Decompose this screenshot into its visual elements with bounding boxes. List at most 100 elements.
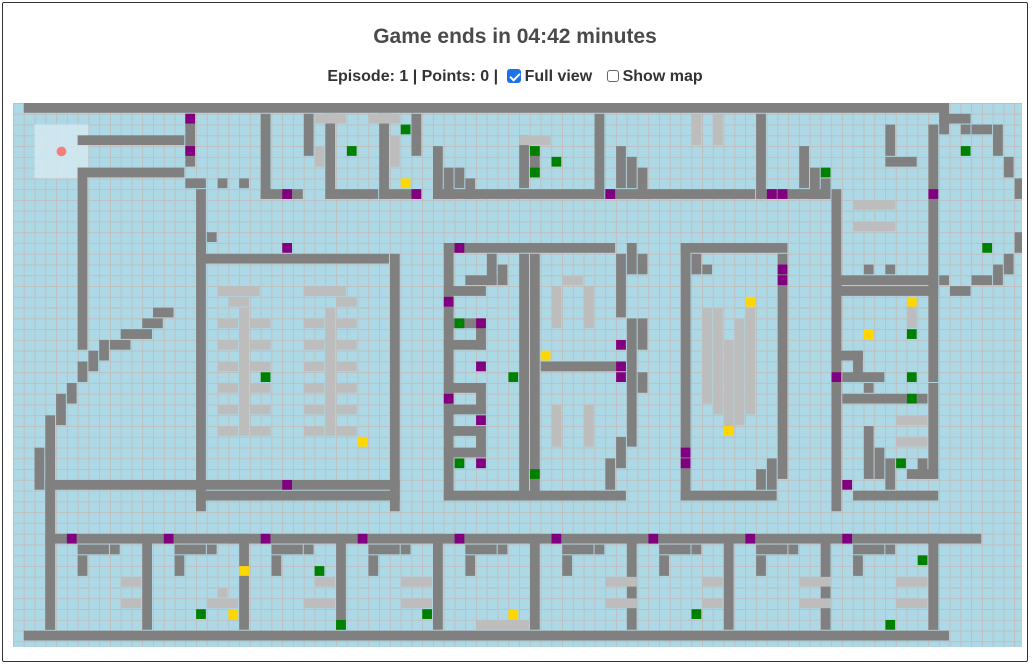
wall-segment xyxy=(842,393,928,404)
wall-segment xyxy=(185,113,196,167)
green-item xyxy=(400,124,411,135)
wall-segment xyxy=(637,318,648,350)
show-map-checkbox[interactable] xyxy=(606,70,619,82)
wall-segment xyxy=(1003,253,1014,275)
wall-segment xyxy=(260,113,271,199)
wall-segment xyxy=(756,189,831,199)
wall-segment xyxy=(626,318,637,447)
door-tile xyxy=(476,361,486,372)
obstacle-block xyxy=(120,576,142,587)
wall-segment xyxy=(1014,178,1022,199)
green-item xyxy=(820,167,831,178)
door-tile xyxy=(282,243,293,253)
wall-segment xyxy=(45,533,239,544)
obstacle-block xyxy=(217,404,239,415)
wall-segment xyxy=(766,458,777,490)
wall-segment xyxy=(680,243,788,253)
obstacle-block xyxy=(303,383,325,393)
obstacle-block xyxy=(476,619,529,630)
wall-segment xyxy=(174,544,206,555)
obstacle-block xyxy=(217,587,228,598)
green-item xyxy=(906,393,917,404)
wall-segment xyxy=(540,361,626,372)
wall-segment xyxy=(465,275,497,286)
yellow-item xyxy=(400,178,411,189)
obstacle-block xyxy=(702,598,723,609)
wall-segment xyxy=(680,243,691,501)
door-tile xyxy=(163,533,174,544)
full-view-label[interactable]: Full view xyxy=(524,68,593,85)
wall-segment xyxy=(971,275,993,286)
wall-segment xyxy=(562,544,594,555)
wall-segment xyxy=(99,339,109,361)
wall-segment xyxy=(756,469,766,490)
green-item xyxy=(982,243,993,253)
wall-segment xyxy=(928,124,939,383)
wall-segment xyxy=(788,544,799,555)
door-tile xyxy=(616,372,626,383)
wall-segment xyxy=(637,372,648,393)
wall-segment xyxy=(443,426,486,436)
wall-segment xyxy=(928,383,939,479)
wall-segment xyxy=(142,318,163,329)
green-item xyxy=(906,372,917,383)
obstacle-block xyxy=(217,318,239,329)
door-tile xyxy=(411,189,422,199)
obstacle-block xyxy=(303,404,325,415)
wall-segment xyxy=(77,167,185,178)
full-view-checkbox[interactable] xyxy=(506,69,521,83)
door-tile xyxy=(454,243,465,253)
wall-segment xyxy=(411,113,422,156)
obstacle-block xyxy=(303,318,325,329)
wall-segment xyxy=(993,264,1003,286)
green-item xyxy=(260,372,271,383)
wall-segment xyxy=(885,124,896,156)
door-tile xyxy=(443,393,454,404)
obstacle-block xyxy=(314,576,336,587)
obstacle-block xyxy=(723,339,734,436)
wall-segment xyxy=(336,533,346,630)
wall-segment xyxy=(389,253,400,512)
wall-segment xyxy=(185,178,206,189)
obstacle-block xyxy=(336,296,357,307)
wall-segment xyxy=(637,253,648,275)
wall-segment xyxy=(443,339,486,350)
door-tile xyxy=(443,296,454,307)
green-item xyxy=(454,318,465,329)
wall-segment xyxy=(23,630,949,641)
wall-segment xyxy=(605,458,616,490)
wall-segment xyxy=(853,555,863,576)
wall-segment xyxy=(443,447,486,458)
wall-segment xyxy=(928,533,939,630)
obstacle-block xyxy=(713,307,723,415)
game-board[interactable] xyxy=(13,103,1022,647)
wall-segment xyxy=(885,156,917,167)
wall-segment xyxy=(971,124,993,135)
wall-segment xyxy=(196,243,206,253)
door-tile xyxy=(282,189,293,199)
door-tile xyxy=(185,113,196,124)
obstacle-block xyxy=(896,415,928,426)
wall-segment xyxy=(196,189,206,512)
obstacle-block xyxy=(799,576,831,587)
obstacle-block xyxy=(217,286,260,296)
obstacle-block xyxy=(896,576,928,587)
wall-segment xyxy=(853,544,885,555)
wall-segment xyxy=(206,544,217,555)
obstacle-block xyxy=(551,404,562,447)
obstacle-block xyxy=(239,307,249,436)
game-grid[interactable] xyxy=(13,103,1022,647)
wall-segment xyxy=(443,318,486,329)
show-map-label[interactable]: Show map xyxy=(622,68,703,85)
obstacle-block xyxy=(400,598,433,609)
door-tile xyxy=(777,189,788,199)
yellow-item xyxy=(508,609,519,619)
wall-segment xyxy=(45,479,400,490)
obstacle-block xyxy=(303,426,325,436)
wall-segment xyxy=(497,544,508,555)
wall-segment xyxy=(77,135,185,146)
obstacle-block xyxy=(562,275,583,286)
green-item xyxy=(196,609,206,619)
wall-segment xyxy=(842,372,885,383)
